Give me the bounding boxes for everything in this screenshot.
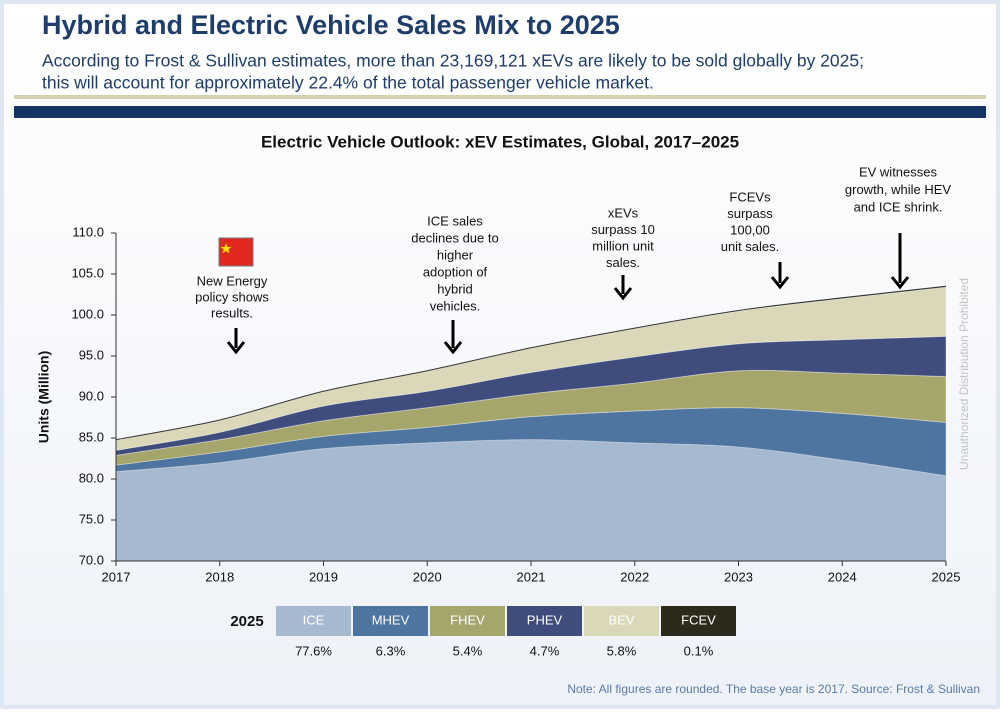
annotation: EV witnesses (859, 164, 938, 179)
legend-label: MHEV (372, 612, 410, 627)
annotation-arrow-head (226, 341, 246, 355)
x-tick-label: 2024 (828, 569, 857, 584)
annotation: surpass (727, 206, 773, 221)
annotation: 100,00 (730, 222, 770, 237)
mix-share: 77.6% (295, 643, 332, 658)
china-flag (218, 237, 254, 267)
mix-share: 4.7% (530, 643, 560, 658)
mix-share: 6.3% (376, 643, 406, 658)
x-tick-label: 2023 (724, 569, 753, 584)
annotation: higher (437, 247, 474, 262)
watermark: Unauthorized Distribution Prohibited (957, 278, 971, 470)
y-tick-label: 85.0 (79, 429, 104, 444)
area-ice (116, 439, 946, 561)
y-axis-label: Units (Million) (36, 351, 52, 444)
annotation: sales. (606, 255, 640, 270)
annotation: growth, while HEV (845, 182, 952, 197)
y-tick-label: 105.0 (71, 265, 104, 280)
x-tick-label: 2019 (309, 569, 338, 584)
x-tick-label: 2025 (932, 569, 961, 584)
y-tick-label: 95.0 (79, 347, 104, 362)
slide-subtitle: According to Frost & Sullivan estimates,… (42, 51, 864, 71)
x-tick-label: 2022 (620, 569, 649, 584)
divider-bar (14, 106, 986, 118)
mix-share: 5.8% (607, 643, 637, 658)
legend-swatch (353, 606, 428, 636)
footnote: Note: All figures are rounded. The base … (567, 682, 980, 696)
legend-swatch (276, 606, 351, 636)
y-tick-label: 70.0 (79, 552, 104, 567)
x-tick-label: 2018 (205, 569, 234, 584)
annotation: policy shows (195, 289, 269, 304)
legend-swatch (430, 606, 505, 636)
annotation: adoption of (423, 264, 488, 279)
x-tick-label: 2020 (413, 569, 442, 584)
annotation-arrow-head (613, 287, 633, 301)
plot-area (115, 285, 947, 561)
annotation: surpass 10 (591, 222, 655, 237)
x-tick-label: 2017 (102, 569, 131, 584)
slide-title: Hybrid and Electric Vehicle Sales Mix to… (42, 10, 620, 40)
annotation-arrow-head (443, 341, 463, 355)
annotation: vehicles. (430, 298, 481, 313)
legend-label: FCEV (681, 612, 716, 627)
y-tick-label: 110.0 (72, 224, 104, 239)
legend-swatch (584, 606, 659, 636)
mix-share: 0.1% (684, 643, 714, 658)
legend-label: BEV (608, 612, 634, 627)
slide-subtitle: this will account for approximately 22.4… (42, 73, 654, 93)
divider-line (14, 95, 986, 99)
chart-title: Electric Vehicle Outlook: xEV Estimates,… (261, 132, 739, 151)
annotation: million unit (592, 238, 654, 253)
y-tick-label: 100.0 (71, 306, 104, 321)
annotation: ICE sales (427, 213, 483, 228)
annotation: FCEVs (729, 189, 771, 204)
legend-label: FHEV (450, 612, 485, 627)
legend-label: PHEV (527, 612, 563, 627)
annotation-arrow-head (770, 276, 790, 290)
x-tick-label: 2021 (517, 569, 546, 584)
mix-year: 2025 (230, 613, 263, 630)
y-tick-label: 75.0 (79, 511, 104, 526)
annotation: New Energy (197, 273, 268, 288)
legend-label: ICE (303, 612, 325, 627)
annotation: and ICE shrink. (854, 199, 943, 214)
annotation: declines due to (411, 230, 498, 245)
annotation-arrow-head (890, 276, 910, 290)
y-tick-label: 90.0 (79, 388, 104, 403)
annotation: unit sales. (721, 239, 780, 254)
legend-swatch (507, 606, 582, 636)
annotation: results. (211, 305, 253, 320)
top-edge (115, 285, 947, 441)
annotation: xEVs (608, 205, 639, 220)
y-tick-label: 80.0 (79, 470, 104, 485)
annotation: hybrid (437, 281, 472, 296)
legend-swatch (661, 606, 736, 636)
mix-share: 5.4% (453, 643, 483, 658)
